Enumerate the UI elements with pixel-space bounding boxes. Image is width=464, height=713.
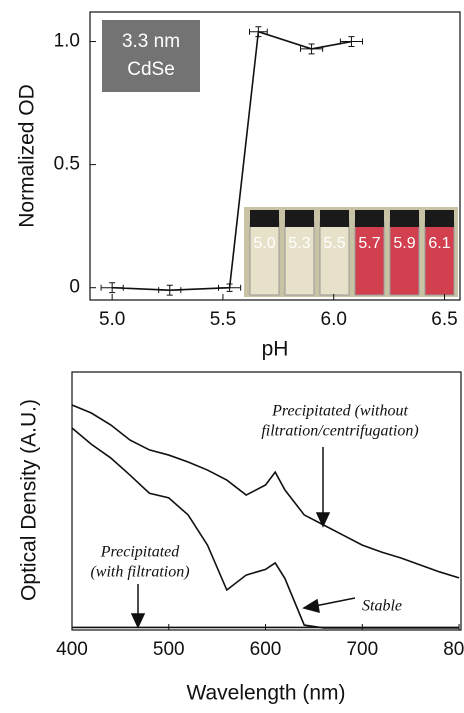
inset-label: 5.0 — [253, 235, 275, 252]
x-tick-label: 600 — [250, 639, 282, 660]
y-tick-label: 1.0 — [54, 31, 80, 52]
arrow-head — [130, 613, 146, 629]
box-text: CdSe — [127, 59, 175, 80]
bottom-frame — [71, 371, 462, 631]
x-tick-label: 5.5 — [210, 309, 236, 330]
annotation: Precipitated — [100, 544, 180, 561]
arrow-head — [315, 512, 331, 528]
inset-label: 6.1 — [428, 235, 450, 252]
vial — [354, 221, 385, 296]
annotation: (with filtration) — [90, 564, 189, 581]
vial-cap — [285, 210, 314, 227]
x-tick-label: 700 — [346, 639, 378, 660]
vial-cap — [390, 210, 419, 227]
box-text: 3.3 nm — [122, 31, 180, 52]
x-tick-label: 500 — [153, 639, 185, 660]
arrow-head — [302, 598, 320, 614]
photo-bg — [244, 207, 458, 297]
x-error-bar — [100, 284, 124, 291]
x-error-bar — [218, 284, 242, 291]
y-tick-label: 0.5 — [54, 154, 80, 175]
vial — [424, 221, 455, 296]
x-axis-label: pH — [262, 338, 289, 361]
annotation: filtration/centrifugation) — [261, 423, 418, 440]
arrows — [130, 447, 356, 629]
inset-label: 5.7 — [358, 235, 380, 252]
inset-photo: 5.0 5.3 5.5 5.7 5.9 6.1 — [244, 207, 458, 297]
x-error-bar — [249, 28, 268, 35]
y-tick-label: 0 — [69, 277, 80, 298]
top-frame — [89, 11, 461, 301]
x-axis-label: Wavelength (nm) — [186, 682, 345, 705]
vial-cap — [355, 210, 384, 227]
x-tick-label: 800 — [443, 639, 464, 660]
vial-cap — [320, 210, 349, 227]
vial — [249, 221, 280, 296]
inset-label: 5.5 — [323, 235, 345, 252]
inset-label: 5.9 — [393, 235, 415, 252]
x-tick-label: 6.5 — [431, 309, 457, 330]
y-axis-label: Normalized OD — [16, 84, 39, 228]
vial-cap — [425, 210, 454, 227]
x-tick-label: 400 — [56, 639, 88, 660]
label-box — [102, 20, 200, 92]
annotation: Stable — [362, 598, 402, 615]
vial-cap — [250, 210, 279, 227]
arrow — [314, 597, 356, 607]
vial — [284, 221, 315, 296]
x-tick-label: 5.0 — [99, 309, 125, 330]
vial — [389, 221, 420, 296]
vial — [319, 221, 350, 296]
x-error-bar — [299, 45, 324, 52]
y-axis-label: Optical Density (A.U.) — [18, 399, 41, 601]
x-error-bar — [158, 287, 182, 294]
x-tick-label: 6.0 — [321, 309, 347, 330]
x-error-bar — [339, 38, 364, 45]
inset-label: 5.3 — [288, 235, 310, 252]
data-line — [71, 404, 460, 579]
annotation: Precipitated (without — [271, 403, 408, 420]
